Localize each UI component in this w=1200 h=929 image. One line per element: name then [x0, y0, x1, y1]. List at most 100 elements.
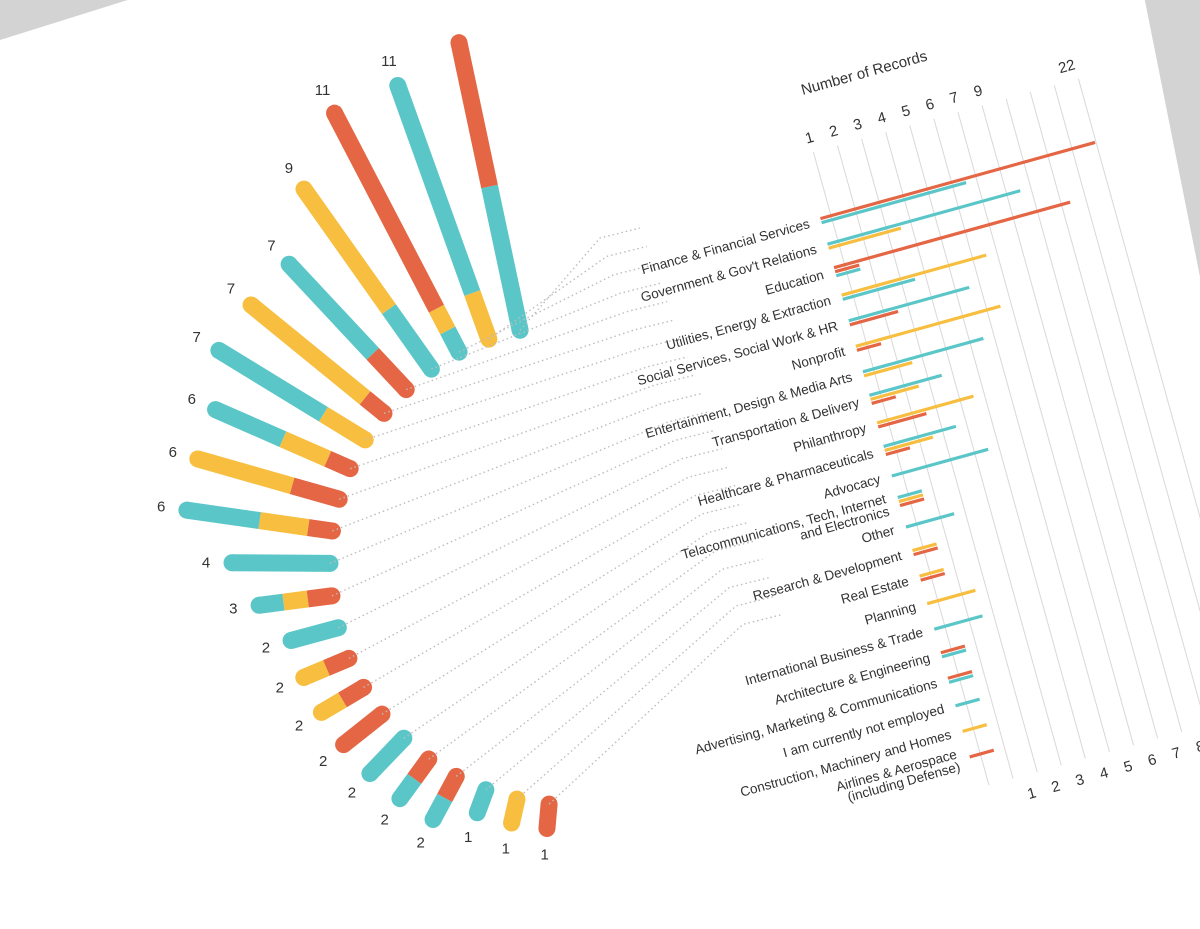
leader-line [349, 356, 688, 470]
radial-cap [335, 736, 353, 754]
category-bar [897, 489, 923, 500]
radial-total-label: 6 [169, 444, 177, 461]
category-bar [947, 670, 973, 680]
radial-cap [312, 703, 330, 721]
radial-segment [450, 40, 498, 189]
gridline [837, 145, 1014, 779]
category-bar [912, 542, 938, 553]
category-bar [955, 697, 981, 708]
category-bar [885, 446, 911, 457]
category-bar [821, 181, 967, 225]
radial-total-label: 2 [380, 812, 388, 829]
gridline [1029, 91, 1200, 726]
gridline [1077, 78, 1200, 712]
radial-total-label: 6 [188, 391, 196, 408]
gridline [861, 138, 1038, 773]
category-bar [905, 512, 955, 529]
category-bar [899, 497, 925, 508]
category-bar [863, 360, 913, 378]
leader-line [428, 540, 756, 760]
radial-cap [223, 554, 241, 572]
category-bar [969, 748, 995, 759]
radial-cap [250, 596, 268, 614]
radial-segment [214, 343, 328, 422]
radial-total-label: 7 [193, 329, 201, 346]
category-bar [820, 140, 1096, 221]
gridline [933, 118, 1110, 753]
radial-total-label: 2 [319, 753, 327, 770]
radial-cap [450, 34, 468, 52]
gridline [1005, 98, 1183, 732]
category-bar [869, 373, 943, 397]
radial-cap [391, 790, 409, 808]
category-bar [835, 267, 861, 278]
radial-segment [481, 184, 529, 333]
leader-line [405, 300, 668, 391]
radial-total-label: 2 [295, 718, 303, 735]
radial-cap [210, 341, 228, 359]
radial-segment [245, 298, 371, 405]
radial-total-label: 1 [464, 829, 472, 846]
radial-total-label: 2 [276, 680, 284, 697]
category-bar [891, 447, 989, 478]
category-bar [862, 336, 984, 374]
radial-cap [282, 631, 300, 649]
radial-total-label: 7 [227, 281, 235, 298]
radial-cap [207, 401, 225, 419]
leader-line [519, 227, 641, 331]
radial-cap [538, 819, 556, 837]
leader-line [488, 245, 647, 340]
category-bar [841, 253, 987, 297]
radial-total-label: 6 [157, 499, 165, 516]
gridline [909, 125, 1086, 759]
radial-cap [280, 255, 298, 273]
leader-line [332, 392, 702, 532]
radial-cap [361, 765, 379, 783]
radial-segment [282, 590, 309, 611]
category-bar [833, 200, 1071, 270]
radial-segment [258, 512, 310, 536]
radial-segment [195, 450, 295, 494]
radial-cap [295, 180, 313, 198]
radial-total-label: 3 [229, 601, 237, 618]
leader-line [403, 521, 749, 739]
radial-segment [389, 82, 481, 296]
radial-total-label: 4 [202, 555, 210, 572]
category-bar [898, 493, 924, 504]
leader-line [455, 558, 763, 777]
leader-line [431, 282, 661, 370]
category-bar [919, 567, 945, 578]
radial-cap [503, 814, 521, 832]
radial-segment [212, 401, 287, 447]
category-bar [933, 614, 983, 631]
radial-total-label: 7 [267, 237, 275, 254]
leader-line [338, 448, 722, 629]
radial-total-label: 1 [541, 846, 549, 863]
category-bar [926, 588, 976, 606]
category-bar [849, 309, 899, 327]
radial-total-label: 9 [285, 160, 293, 177]
bottom-tick-label: 8 [1194, 738, 1200, 757]
category-bar [962, 723, 988, 733]
radial-segment [279, 431, 332, 467]
category-bar [828, 226, 902, 250]
radial-segment [297, 184, 396, 315]
radial-segment [282, 258, 379, 360]
radial-total-label: 11 [381, 53, 397, 70]
gridline [1053, 85, 1200, 719]
radial-cap [468, 804, 486, 822]
category-bars [820, 140, 1096, 759]
category-bar [884, 435, 934, 453]
category-bar [834, 263, 860, 274]
leader-line [363, 484, 736, 689]
radial-total-label: 2 [348, 784, 356, 801]
radial-cap [189, 450, 207, 468]
gridline [981, 105, 1159, 739]
category-bar [920, 571, 946, 582]
radial-segment [185, 501, 261, 530]
radial-cap [389, 77, 407, 95]
top-tick-label: 22 [1057, 56, 1078, 77]
